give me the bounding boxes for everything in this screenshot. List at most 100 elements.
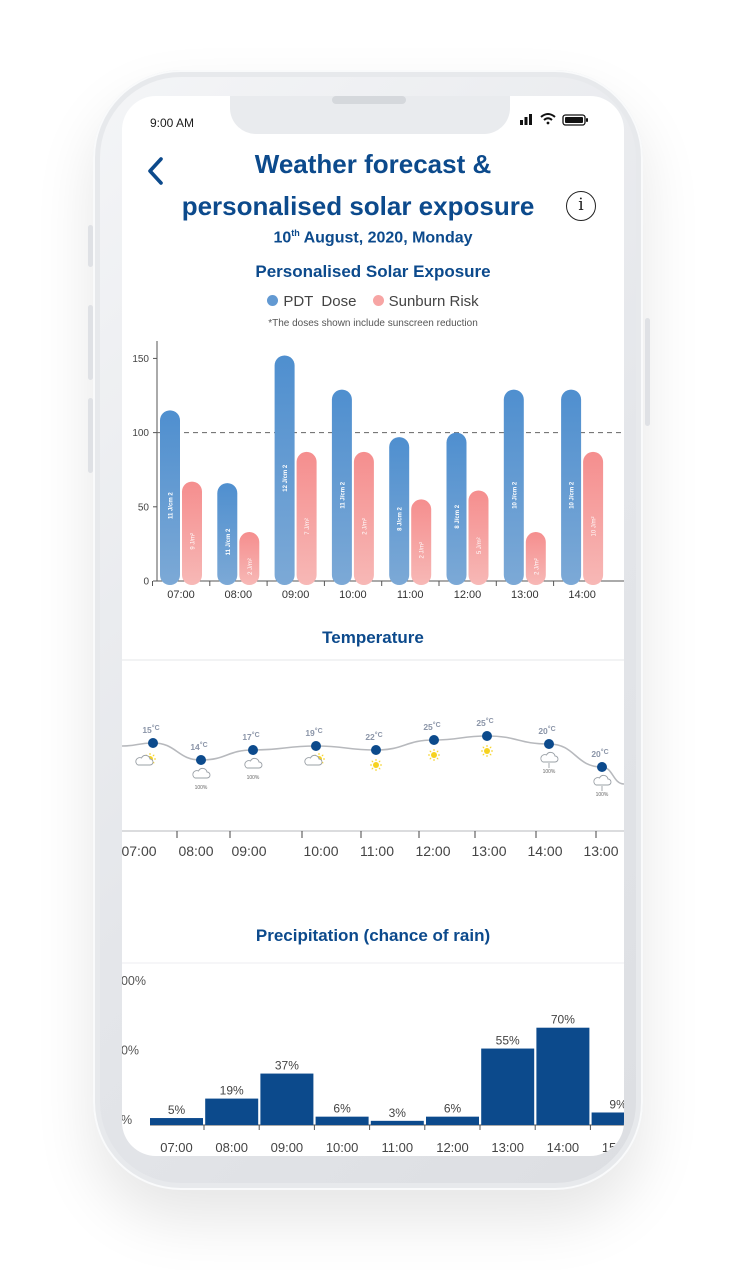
sunburn-risk-bar xyxy=(182,481,202,585)
rain-probability-label: 100% xyxy=(247,775,260,781)
sun-ray xyxy=(321,754,324,757)
cloud-shape xyxy=(540,751,559,763)
pdt-dose-bar xyxy=(503,389,524,585)
app-screen: 9:00 AM Weather forecast & personalised … xyxy=(122,96,624,1156)
pdt-dose-bar xyxy=(217,483,238,585)
sun-core xyxy=(484,748,490,754)
x-tick-label: 14:00 xyxy=(568,589,596,601)
precipitation-value-label: 37% xyxy=(275,1059,299,1073)
y-tick-label: 50 xyxy=(138,502,150,513)
precipitation-bar xyxy=(536,1027,590,1125)
precipitation-chart: 0% 50% 100% 5% 07:00 19% 08:00 37% 09:00 6% 10:00 3… xyxy=(122,962,624,1155)
temperature-value: 22 xyxy=(365,732,375,742)
temperature-label: 20°C xyxy=(538,725,555,736)
y-tick-label: 100 xyxy=(132,428,149,439)
date-day: 10 xyxy=(273,229,292,247)
x-tick-label: 13:00 xyxy=(491,1140,524,1155)
y-tick-label: 100% xyxy=(122,974,146,988)
rain-cloud-icon xyxy=(593,774,612,791)
sun-core xyxy=(431,752,437,758)
sun-ray xyxy=(436,757,439,760)
rain-cloud-icon xyxy=(540,751,559,768)
sunscreen-note: *The doses shown include sunscreen reduc… xyxy=(268,318,478,329)
sunburn-risk-bar xyxy=(411,499,432,585)
pdt-dose-label: 12 J/cm 2 xyxy=(283,464,289,492)
volume-down-button xyxy=(88,398,93,473)
x-tick-label: 11:00 xyxy=(397,589,424,601)
sunburn-risk-bar xyxy=(239,532,260,585)
sunburn-risk-bar xyxy=(525,532,546,585)
temperature-label: 19°C xyxy=(305,727,322,738)
x-tick-label: 14:00 xyxy=(547,1140,580,1155)
cloud-shape xyxy=(244,757,263,769)
time-label: 10:00 xyxy=(303,843,338,859)
precipitation-bar xyxy=(370,1120,424,1125)
precipitation-value-label: 70% xyxy=(551,1013,575,1027)
sun-ray xyxy=(378,767,381,770)
temperature-title: Temperature xyxy=(322,628,424,647)
info-icon[interactable]: i xyxy=(566,191,596,221)
signal-icon xyxy=(520,114,532,125)
legend-label-pdt: PDT Dose xyxy=(283,293,357,310)
pdt-legend-dot xyxy=(267,295,279,306)
battery-icon xyxy=(562,114,588,126)
temperature-point xyxy=(482,731,492,741)
sun-ray xyxy=(378,760,381,763)
sun-icon xyxy=(370,759,382,771)
mute-switch xyxy=(88,225,93,267)
temperature-label: 17°C xyxy=(242,731,259,742)
x-tick-label: 07:00 xyxy=(160,1140,193,1155)
temperature-point xyxy=(248,745,258,755)
time-label: 09:00 xyxy=(231,843,266,859)
partly-cloudy-icon xyxy=(135,753,156,766)
solar-exposure-title: Personalised Solar Exposure xyxy=(255,262,491,281)
y-tick-label: 50% xyxy=(122,1044,139,1058)
notch xyxy=(230,96,510,134)
temperature-unit: °C xyxy=(601,748,609,756)
cloud-shape xyxy=(135,754,154,766)
pdt-dose-bar xyxy=(561,389,582,585)
temperature-value: 19 xyxy=(305,728,315,738)
precipitation-value-label: 5% xyxy=(168,1103,186,1117)
rain-probability-label: 100% xyxy=(543,769,556,775)
precipitation-value-label: 6% xyxy=(333,1102,351,1116)
temperature-unit: °C xyxy=(252,731,260,739)
pdt-dose-bar xyxy=(331,389,352,585)
rain-probability-label: 100% xyxy=(596,792,609,798)
x-tick-label: 12:00 xyxy=(454,589,482,601)
time-label: 14:00 xyxy=(527,843,562,859)
power-button xyxy=(645,318,650,426)
pdt-dose-label: 11 J/cm 2 xyxy=(340,481,346,508)
date-suffix: th xyxy=(291,228,300,238)
pdt-dose-bar xyxy=(389,437,410,585)
solar-exposure-chart: 0 50 100 150 11 J/cm 2 9 J/m² 07:00 11 J/cm 2 2 … xyxy=(132,341,624,601)
temperature-value: 17 xyxy=(242,732,252,742)
sun-icon xyxy=(428,749,440,761)
sun-ray xyxy=(429,750,432,753)
sun-ray xyxy=(482,746,485,749)
rain-probability-label: 100% xyxy=(195,785,208,791)
temperature-point xyxy=(597,762,607,772)
temperature-unit: °C xyxy=(486,717,494,725)
temperature-point xyxy=(371,745,381,755)
cloud-icon xyxy=(192,767,211,779)
legend-item-sunburn: Sunburn Risk xyxy=(372,293,479,310)
precipitation-value-label: 19% xyxy=(220,1084,244,1098)
x-tick-label: 13:00 xyxy=(511,589,539,601)
sunburn-risk-bar xyxy=(353,451,374,585)
sun-ray xyxy=(436,750,439,753)
sunburn-risk-label: 9 J/m² xyxy=(191,533,197,550)
temperature-value: 25 xyxy=(423,722,433,732)
temperature-unit: °C xyxy=(548,725,556,733)
temperature-point xyxy=(429,735,439,745)
temperature-label: 20°C xyxy=(591,748,608,759)
status-icons xyxy=(520,113,588,126)
precipitation-value-label: 9% xyxy=(609,1097,624,1111)
sunburn-risk-label: 2 J/m² xyxy=(248,558,254,575)
cloud-shape xyxy=(593,774,612,786)
back-arrow-icon[interactable] xyxy=(142,151,170,191)
cloud-shape xyxy=(192,767,211,779)
temperature-label: 25°C xyxy=(423,721,440,732)
precipitation-title: Precipitation (chance of rain) xyxy=(255,926,491,945)
